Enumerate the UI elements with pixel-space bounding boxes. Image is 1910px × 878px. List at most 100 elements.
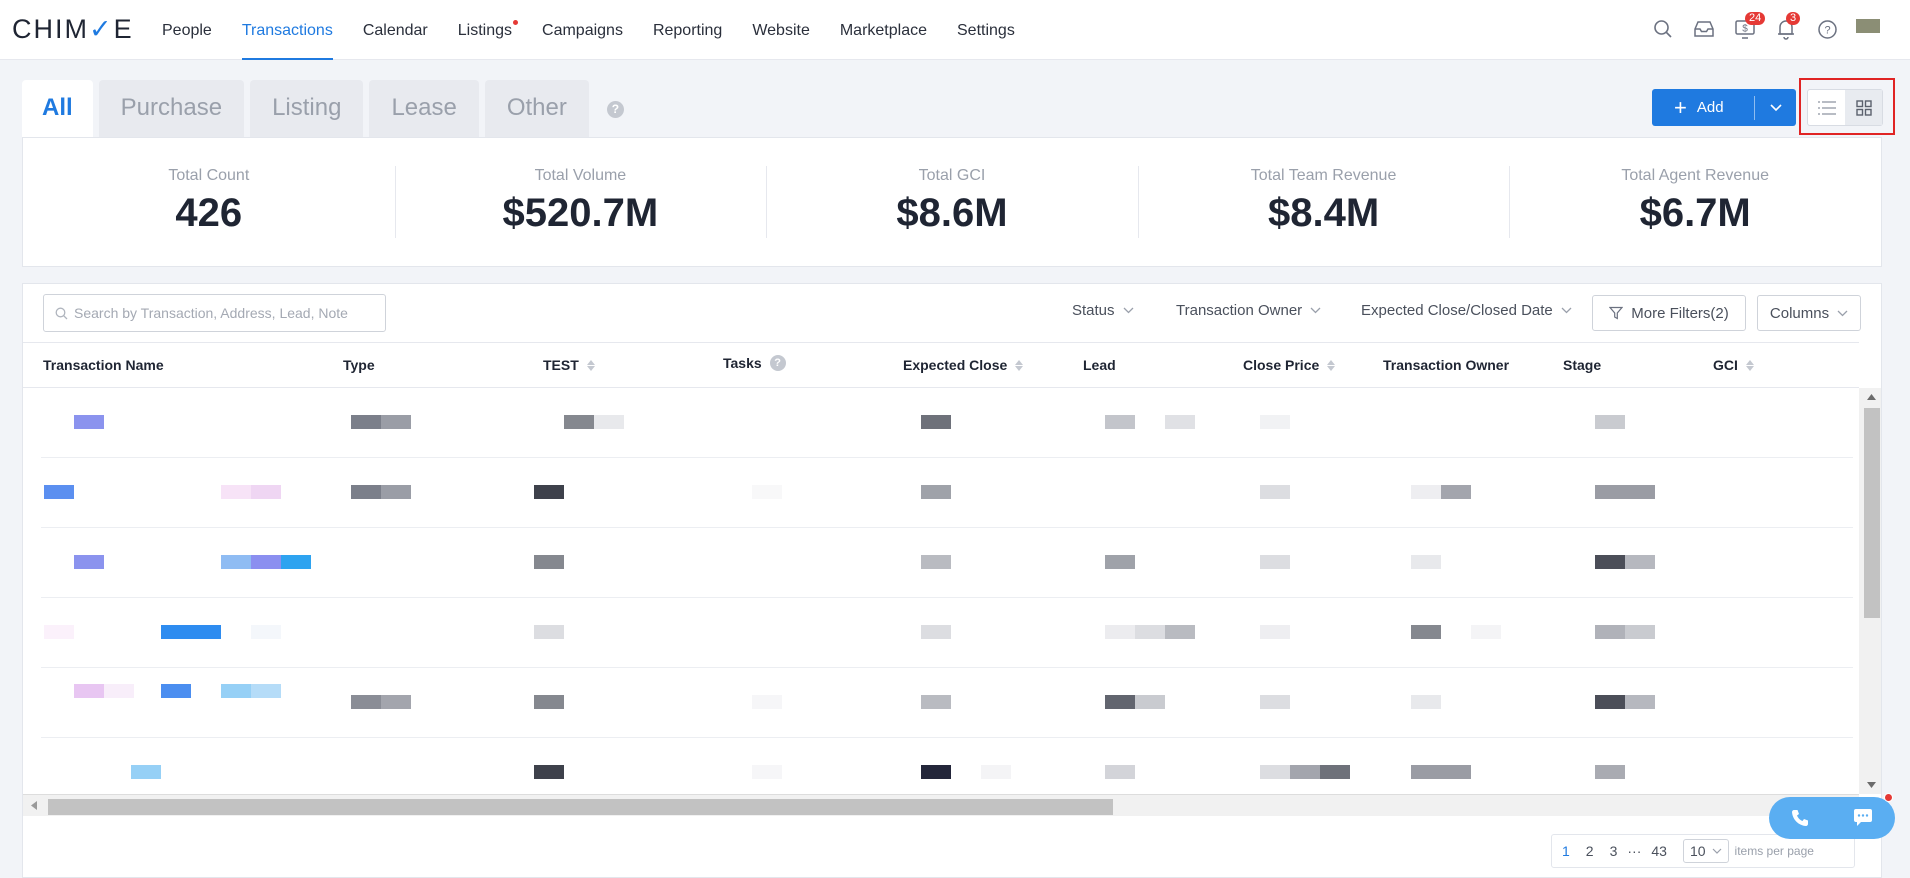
column-header-lead[interactable]: Lead <box>1083 357 1116 373</box>
column-header-transaction-owner[interactable]: Transaction Owner <box>1383 357 1509 373</box>
stat-label: Total Team Revenue <box>1250 167 1397 184</box>
redacted-cell <box>1411 625 1441 639</box>
tab-purchase[interactable]: Purchase <box>98 80 245 138</box>
table-row[interactable] <box>41 598 1853 668</box>
table-row[interactable] <box>41 738 1853 794</box>
column-header-gci[interactable]: GCI <box>1713 357 1754 373</box>
search-input[interactable] <box>44 295 385 331</box>
vertical-scroll-thumb[interactable] <box>1864 408 1880 618</box>
status-filter[interactable]: Status <box>1072 302 1134 319</box>
sort-icon[interactable] <box>1745 359 1754 371</box>
redacted-cell <box>74 684 104 698</box>
page-3[interactable]: 3 <box>1609 843 1618 859</box>
sort-icon[interactable] <box>1015 359 1024 371</box>
tab-lease[interactable]: Lease <box>369 80 479 138</box>
nav-transactions[interactable]: Transactions <box>241 0 333 60</box>
nav-listings[interactable]: Listings <box>458 0 519 60</box>
nav-people[interactable]: People <box>162 22 212 39</box>
horizontal-scrollbar[interactable] <box>23 794 1859 816</box>
columns-button[interactable]: Columns <box>1757 295 1861 331</box>
column-header-stage[interactable]: Stage <box>1563 357 1601 373</box>
notification-dot <box>513 20 519 25</box>
table-row[interactable] <box>41 668 1853 738</box>
page-1[interactable]: 1 <box>1562 843 1570 859</box>
tab-listing[interactable]: Listing <box>250 80 364 138</box>
column-header-close-price[interactable]: Close Price <box>1243 357 1336 373</box>
add-dropdown-chevron-icon[interactable] <box>1755 103 1796 112</box>
redacted-cell <box>1165 415 1195 429</box>
transaction-owner-filter[interactable]: Transaction Owner <box>1176 302 1321 319</box>
nav-marketplace[interactable]: Marketplace <box>839 22 927 39</box>
close-date-filter[interactable]: Expected Close/Closed Date <box>1361 302 1572 319</box>
grid-view-icon[interactable] <box>1845 90 1882 125</box>
transaction-type-tabs: All Purchase Listing Lease Other ? <box>22 80 624 138</box>
column-label: Expected Close <box>903 357 1008 373</box>
redacted-cell <box>44 625 74 639</box>
sort-icon[interactable] <box>586 359 595 371</box>
redacted-cell <box>251 625 281 639</box>
horizontal-scroll-thumb[interactable] <box>48 799 1113 815</box>
page-ellipsis[interactable]: ··· <box>1627 843 1642 859</box>
column-header-expected-close[interactable]: Expected Close <box>903 357 1024 373</box>
page-last[interactable]: 43 <box>1651 843 1667 859</box>
avatar[interactable] <box>1856 19 1880 33</box>
stat-label: Total GCI <box>918 167 986 184</box>
tab-all[interactable]: All <box>22 80 93 138</box>
chat-icon[interactable] <box>1852 808 1874 828</box>
main-nav: People Transactions Calendar Listings Ca… <box>162 0 1045 60</box>
add-button[interactable]: + Add <box>1652 89 1796 126</box>
help-icon[interactable]: ? <box>1815 16 1839 42</box>
search-icon[interactable] <box>1651 16 1675 42</box>
chevron-down-icon <box>1561 307 1572 314</box>
list-view-icon[interactable] <box>1808 90 1845 125</box>
column-header-tasks[interactable]: Tasks? <box>723 355 786 371</box>
table-row[interactable] <box>41 458 1853 528</box>
stat-value: $8.6M <box>896 191 1008 235</box>
column-header-type[interactable]: Type <box>343 357 375 373</box>
nav-reporting[interactable]: Reporting <box>652 22 723 39</box>
tabs-help-icon[interactable]: ? <box>606 100 624 118</box>
redacted-cell <box>752 485 782 499</box>
svg-text:?: ? <box>1824 24 1830 36</box>
redacted-cell <box>1135 695 1165 709</box>
nav-website[interactable]: Website <box>752 22 810 39</box>
phone-icon[interactable] <box>1790 808 1810 828</box>
redacted-cell <box>1625 555 1655 569</box>
vertical-scrollbar[interactable] <box>1859 388 1881 794</box>
redacted-cell <box>131 765 161 779</box>
column-label: Stage <box>1563 357 1602 373</box>
contact-widget[interactable] <box>1769 793 1895 839</box>
table-row[interactable] <box>41 528 1853 598</box>
more-filters-button[interactable]: More Filters(2) <box>1592 295 1746 331</box>
page-2[interactable]: 2 <box>1585 843 1594 859</box>
chime-logo[interactable]: CHIM✓E <box>12 14 134 45</box>
redacted-cell <box>921 485 951 499</box>
scroll-down-icon[interactable] <box>1867 782 1876 788</box>
stat-value: 426 <box>175 191 243 235</box>
nav-calendar[interactable]: Calendar <box>362 22 428 39</box>
logo-text-end: E <box>113 14 134 44</box>
redacted-cell <box>161 684 191 698</box>
table-row[interactable] <box>41 388 1853 458</box>
add-label: Add <box>1696 99 1724 116</box>
nav-settings[interactable]: Settings <box>957 22 1015 39</box>
nav-icons: $ 24 3 ? <box>1651 12 1880 42</box>
redacted-cell <box>534 625 564 639</box>
scroll-left-icon[interactable] <box>31 801 37 810</box>
chevron-down-icon <box>1123 307 1133 314</box>
column-header-test[interactable]: TEST <box>543 357 595 373</box>
sort-icon[interactable] <box>1327 359 1336 371</box>
bell-icon[interactable]: 3 <box>1774 12 1801 42</box>
dollar-monitor-icon[interactable]: $ 24 <box>1733 12 1766 42</box>
column-header-transaction-name[interactable]: Transaction Name <box>43 357 164 373</box>
tasks-help-icon[interactable]: ? <box>769 355 786 371</box>
scroll-up-icon[interactable] <box>1867 394 1876 400</box>
nav-campaigns[interactable]: Campaigns <box>542 22 623 39</box>
per-page-select[interactable]: 10 <box>1682 839 1729 863</box>
inbox-icon[interactable] <box>1692 16 1716 42</box>
redacted-cell <box>921 695 951 709</box>
top-navigation: CHIM✓E People Transactions Calendar List… <box>0 0 1910 60</box>
summary-stats: Total Count 426 Total Volume $520.7M Tot… <box>22 137 1882 267</box>
add-main[interactable]: + Add <box>1652 89 1754 126</box>
tab-other[interactable]: Other <box>484 80 589 138</box>
